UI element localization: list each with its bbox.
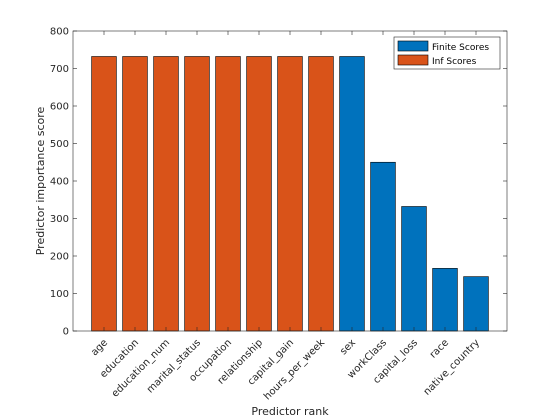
legend-label-finite: Finite Scores <box>432 43 489 53</box>
x-tick-label: marital_status <box>145 337 203 395</box>
bar-occupation <box>215 56 241 332</box>
plot-frame <box>72 30 508 332</box>
bar-sex <box>339 56 365 332</box>
bar-race <box>432 268 458 332</box>
y-tick-label: 0 <box>63 327 69 338</box>
bar-relationship <box>246 56 272 332</box>
y-tick-label: 300 <box>50 214 69 225</box>
bar-capital-gain <box>277 56 303 332</box>
bar-hours-per-week <box>308 56 334 332</box>
x-tick-label: race <box>428 337 451 360</box>
y-axis-label: Predictor importance score <box>34 107 47 256</box>
bars-group <box>91 56 489 332</box>
y-tick-label: 500 <box>50 139 69 150</box>
bar-workClass <box>370 161 396 332</box>
bar-age <box>91 56 117 332</box>
bar-education-num <box>153 56 179 332</box>
x-tick-label: age <box>89 337 110 358</box>
y-tick-label: 400 <box>50 177 69 188</box>
bar-native-country <box>463 276 489 332</box>
y-tick-label: 800 <box>50 27 69 38</box>
y-tick-label: 600 <box>50 102 69 113</box>
x-tick-label: education_num <box>110 337 172 399</box>
x-tick-label: hours_per_week <box>262 337 327 402</box>
x-tick-label: sex <box>338 337 358 357</box>
y-tick-labels: 0 100 200 300 400 500 600 700 800 <box>50 27 69 338</box>
y-tick-label: 200 <box>50 252 69 263</box>
x-tick-marks <box>103 31 477 331</box>
legend-swatch-finite <box>397 40 429 52</box>
bar-education <box>122 56 148 332</box>
x-tick-labels: ageeducationeducation_nummarital_statuso… <box>89 337 482 402</box>
legend: Finite Scores Inf Scores <box>393 36 501 70</box>
y-tick-label: 700 <box>50 64 69 75</box>
y-tick-label: 100 <box>50 289 69 300</box>
bar-capital-loss <box>401 206 427 332</box>
bar-marital-status <box>184 56 210 332</box>
legend-label-inf: Inf Scores <box>432 57 477 67</box>
legend-swatch-inf <box>397 54 429 66</box>
x-axis-label: Predictor rank <box>251 405 329 418</box>
x-tick-label: native_country <box>422 337 482 397</box>
